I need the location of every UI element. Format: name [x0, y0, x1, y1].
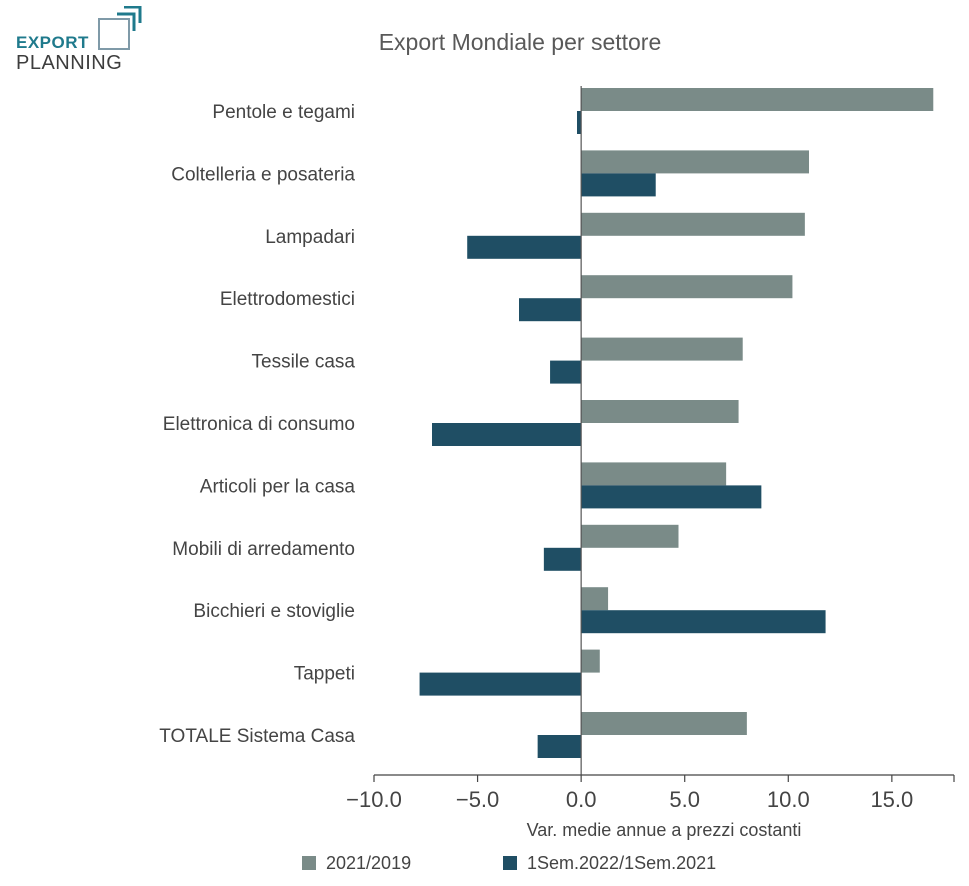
bar-2-9 [581, 610, 826, 634]
logo-corner-icon-outer [124, 6, 142, 23]
bar-2-6 [432, 423, 582, 446]
export-planning-logo: EXPORT PLANNING [16, 6, 142, 74]
x-tick-label: −10.0 [346, 787, 402, 812]
x-axis-label: Var. medie annue a prezzi costanti [527, 820, 802, 840]
bar-2-10 [419, 672, 582, 696]
bar-1-5 [581, 337, 743, 361]
bar-2-3 [467, 235, 582, 259]
category-label: Elettrodomestici [220, 289, 355, 310]
x-tick-label: 5.0 [669, 787, 700, 812]
category-label: Pentole e tegami [212, 102, 355, 123]
bar-2-8 [543, 547, 582, 571]
bar-1-6 [581, 400, 739, 423]
bar-1-10 [581, 649, 600, 673]
bar-2-2 [581, 173, 656, 197]
x-tick-label: 0.0 [566, 787, 597, 812]
logo-line2: PLANNING [16, 52, 122, 74]
logo-frame-icon [98, 18, 130, 50]
category-label: Bicchieri e stoviglie [193, 601, 355, 622]
category-label: Coltelleria e posateria [171, 164, 355, 185]
category-label: Elettronica di consumo [163, 414, 355, 435]
bar-2-5 [550, 360, 582, 384]
category-labels: Pentole e tegami Coltelleria e posateria L… [159, 102, 355, 747]
x-tick-label: 10.0 [767, 787, 810, 812]
x-tick-label: 15.0 [870, 787, 913, 812]
x-tick-label: −5.0 [456, 787, 499, 812]
bar-1-9 [581, 587, 609, 611]
category-label: Mobili di arredamento [172, 539, 355, 560]
bar-1-7 [581, 462, 727, 486]
category-label: Articoli per la casa [200, 476, 356, 497]
legend-swatch-2 [503, 856, 517, 870]
category-label: Tappeti [294, 664, 355, 685]
legend-label-2: 1Sem.2022/1Sem.2021 [527, 853, 716, 873]
bar-1-11 [581, 712, 747, 735]
legend-swatch-1 [302, 856, 316, 870]
logo-corner-icon [117, 12, 136, 31]
bar-1-2 [581, 150, 809, 174]
bars-group [419, 88, 934, 758]
legend: 2021/2019 1Sem.2022/1Sem.2021 [302, 853, 716, 873]
logo-line1: EXPORT [16, 33, 89, 52]
bar-1-1 [581, 88, 934, 111]
bar-2-7 [581, 485, 762, 509]
category-label: TOTALE Sistema Casa [159, 726, 355, 747]
bar-2-4 [519, 298, 582, 322]
x-axis: −10.0 −5.0 0.0 5.0 10.0 15.0 [346, 86, 955, 812]
bar-2-1 [577, 111, 582, 134]
legend-label-1: 2021/2019 [326, 853, 411, 873]
bar-1-4 [581, 275, 793, 299]
bar-1-3 [581, 212, 805, 236]
chart-title: Export Mondiale per settore [379, 29, 662, 55]
category-label: Tessile casa [252, 352, 356, 373]
bar-2-11 [537, 735, 582, 758]
category-label: Lampadari [265, 227, 355, 248]
bar-1-8 [581, 524, 679, 548]
